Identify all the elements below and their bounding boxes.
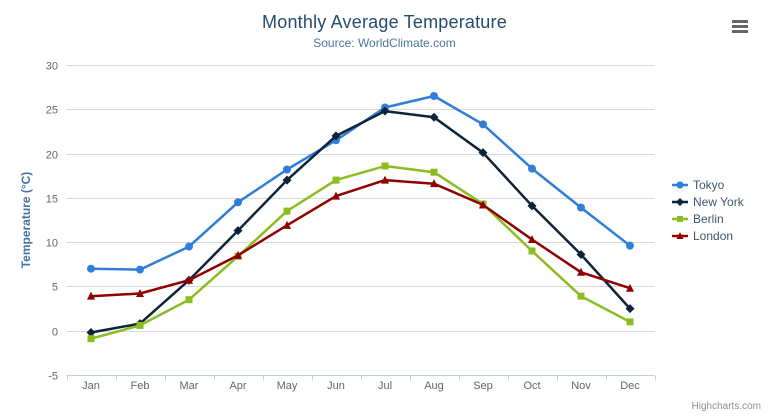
x-axis-label: Oct — [523, 380, 540, 392]
data-point-marker[interactable] — [625, 304, 635, 314]
data-point-marker[interactable] — [136, 321, 144, 329]
data-point-marker[interactable] — [234, 198, 242, 207]
y-axis-label: 10 — [46, 238, 58, 250]
data-point-marker[interactable] — [528, 247, 536, 255]
data-point-marker[interactable] — [86, 327, 96, 337]
legend-label: New York — [693, 194, 744, 209]
data-point-marker[interactable] — [185, 242, 193, 251]
data-point-marker[interactable] — [185, 296, 193, 304]
series-london[interactable] — [87, 175, 634, 300]
data-point-marker[interactable] — [136, 289, 144, 298]
legend-item-berlin[interactable]: Berlin — [672, 210, 744, 227]
data-point-marker[interactable] — [87, 335, 95, 343]
x-axis-label: Feb — [131, 380, 150, 392]
data-point-marker[interactable] — [478, 148, 488, 158]
hamburger-icon[interactable] — [732, 20, 748, 33]
y-axis-label: 20 — [46, 150, 58, 162]
data-point-marker[interactable] — [380, 106, 390, 116]
data-point-marker[interactable] — [576, 250, 586, 260]
series-line-berlin[interactable] — [89, 164, 632, 340]
x-axis-label: Aug — [424, 380, 444, 392]
legend-item-london[interactable]: London — [672, 227, 744, 244]
data-point-marker[interactable] — [381, 175, 389, 184]
data-point-marker[interactable] — [430, 92, 438, 100]
series-line-london[interactable] — [89, 178, 632, 298]
data-point-marker[interactable] — [332, 191, 340, 200]
data-point-marker[interactable] — [479, 200, 487, 209]
data-point-marker[interactable] — [429, 112, 439, 122]
y-axis-label: 15 — [46, 194, 58, 206]
legend-item-tokyo[interactable]: Tokyo — [672, 176, 744, 193]
legend: Tokyo New York Berlin London — [672, 176, 744, 244]
y-axis-label: 25 — [46, 105, 58, 117]
data-point-marker[interactable] — [283, 220, 291, 229]
data-point-marker[interactable] — [528, 234, 536, 243]
data-point-marker[interactable] — [626, 283, 634, 292]
x-axis-label: Sep — [473, 380, 493, 392]
new-york-diamond-marker-icon — [672, 197, 688, 206]
legend-item-new-york[interactable]: New York — [672, 193, 744, 210]
series-tokyo[interactable] — [87, 92, 634, 274]
data-point-marker[interactable] — [233, 226, 243, 236]
london-triangle-marker-icon — [672, 231, 688, 239]
data-point-marker[interactable] — [185, 275, 193, 284]
x-axis-label: Jun — [327, 380, 345, 392]
x-axis-label: May — [277, 380, 298, 392]
x-axis-label: Apr — [229, 380, 246, 392]
y-axis-label: -5 — [48, 371, 58, 383]
x-axis-label: Mar — [180, 380, 199, 392]
data-point-marker[interactable] — [626, 318, 634, 326]
x-axis-label: Nov — [571, 380, 591, 392]
data-point-marker[interactable] — [527, 201, 537, 211]
data-point-marker[interactable] — [283, 165, 291, 174]
data-point-marker[interactable] — [331, 131, 341, 141]
data-point-marker[interactable] — [136, 265, 144, 274]
series-new-york[interactable] — [86, 106, 635, 337]
x-axis-label: Dec — [620, 380, 640, 392]
data-point-marker[interactable] — [528, 164, 536, 173]
series-line-tokyo[interactable] — [89, 94, 632, 271]
data-point-marker[interactable] — [676, 181, 684, 188]
data-point-marker[interactable] — [282, 175, 292, 185]
y-axis-label: 30 — [46, 61, 58, 73]
data-point-marker[interactable] — [676, 197, 684, 206]
series-line-new-york[interactable] — [89, 109, 632, 334]
legend-label: London — [693, 228, 734, 243]
x-axis-label: Jan — [82, 380, 100, 392]
highcharts-credits-link[interactable]: Highcharts.com — [691, 401, 761, 412]
berlin-square-marker-icon — [672, 215, 688, 222]
y-axis-label: 5 — [52, 282, 58, 294]
data-point-marker[interactable] — [234, 250, 242, 259]
data-point-marker[interactable] — [577, 267, 585, 276]
data-point-marker[interactable] — [381, 162, 389, 170]
data-point-marker[interactable] — [87, 264, 95, 273]
data-point-marker[interactable] — [430, 179, 438, 188]
data-point-marker[interactable] — [283, 207, 291, 215]
data-point-marker[interactable] — [430, 168, 438, 176]
tokyo-circle-marker-icon — [672, 181, 688, 188]
data-point-marker[interactable] — [479, 120, 487, 129]
data-point-marker[interactable] — [677, 215, 683, 222]
data-point-marker[interactable] — [577, 292, 585, 300]
x-axis-label: Jul — [378, 380, 392, 392]
data-point-marker[interactable] — [676, 231, 684, 239]
chart-title: Monthly Average Temperature — [262, 12, 507, 32]
chart-subtitle: Source: WorldClimate.com — [313, 36, 456, 50]
data-point-marker[interactable] — [577, 203, 585, 212]
data-point-marker[interactable] — [87, 291, 95, 300]
y-axis-label: 0 — [52, 327, 58, 339]
legend-label: Berlin — [693, 211, 724, 226]
legend-label: Tokyo — [693, 177, 725, 192]
data-point-marker[interactable] — [332, 176, 340, 184]
data-point-marker[interactable] — [626, 241, 634, 250]
